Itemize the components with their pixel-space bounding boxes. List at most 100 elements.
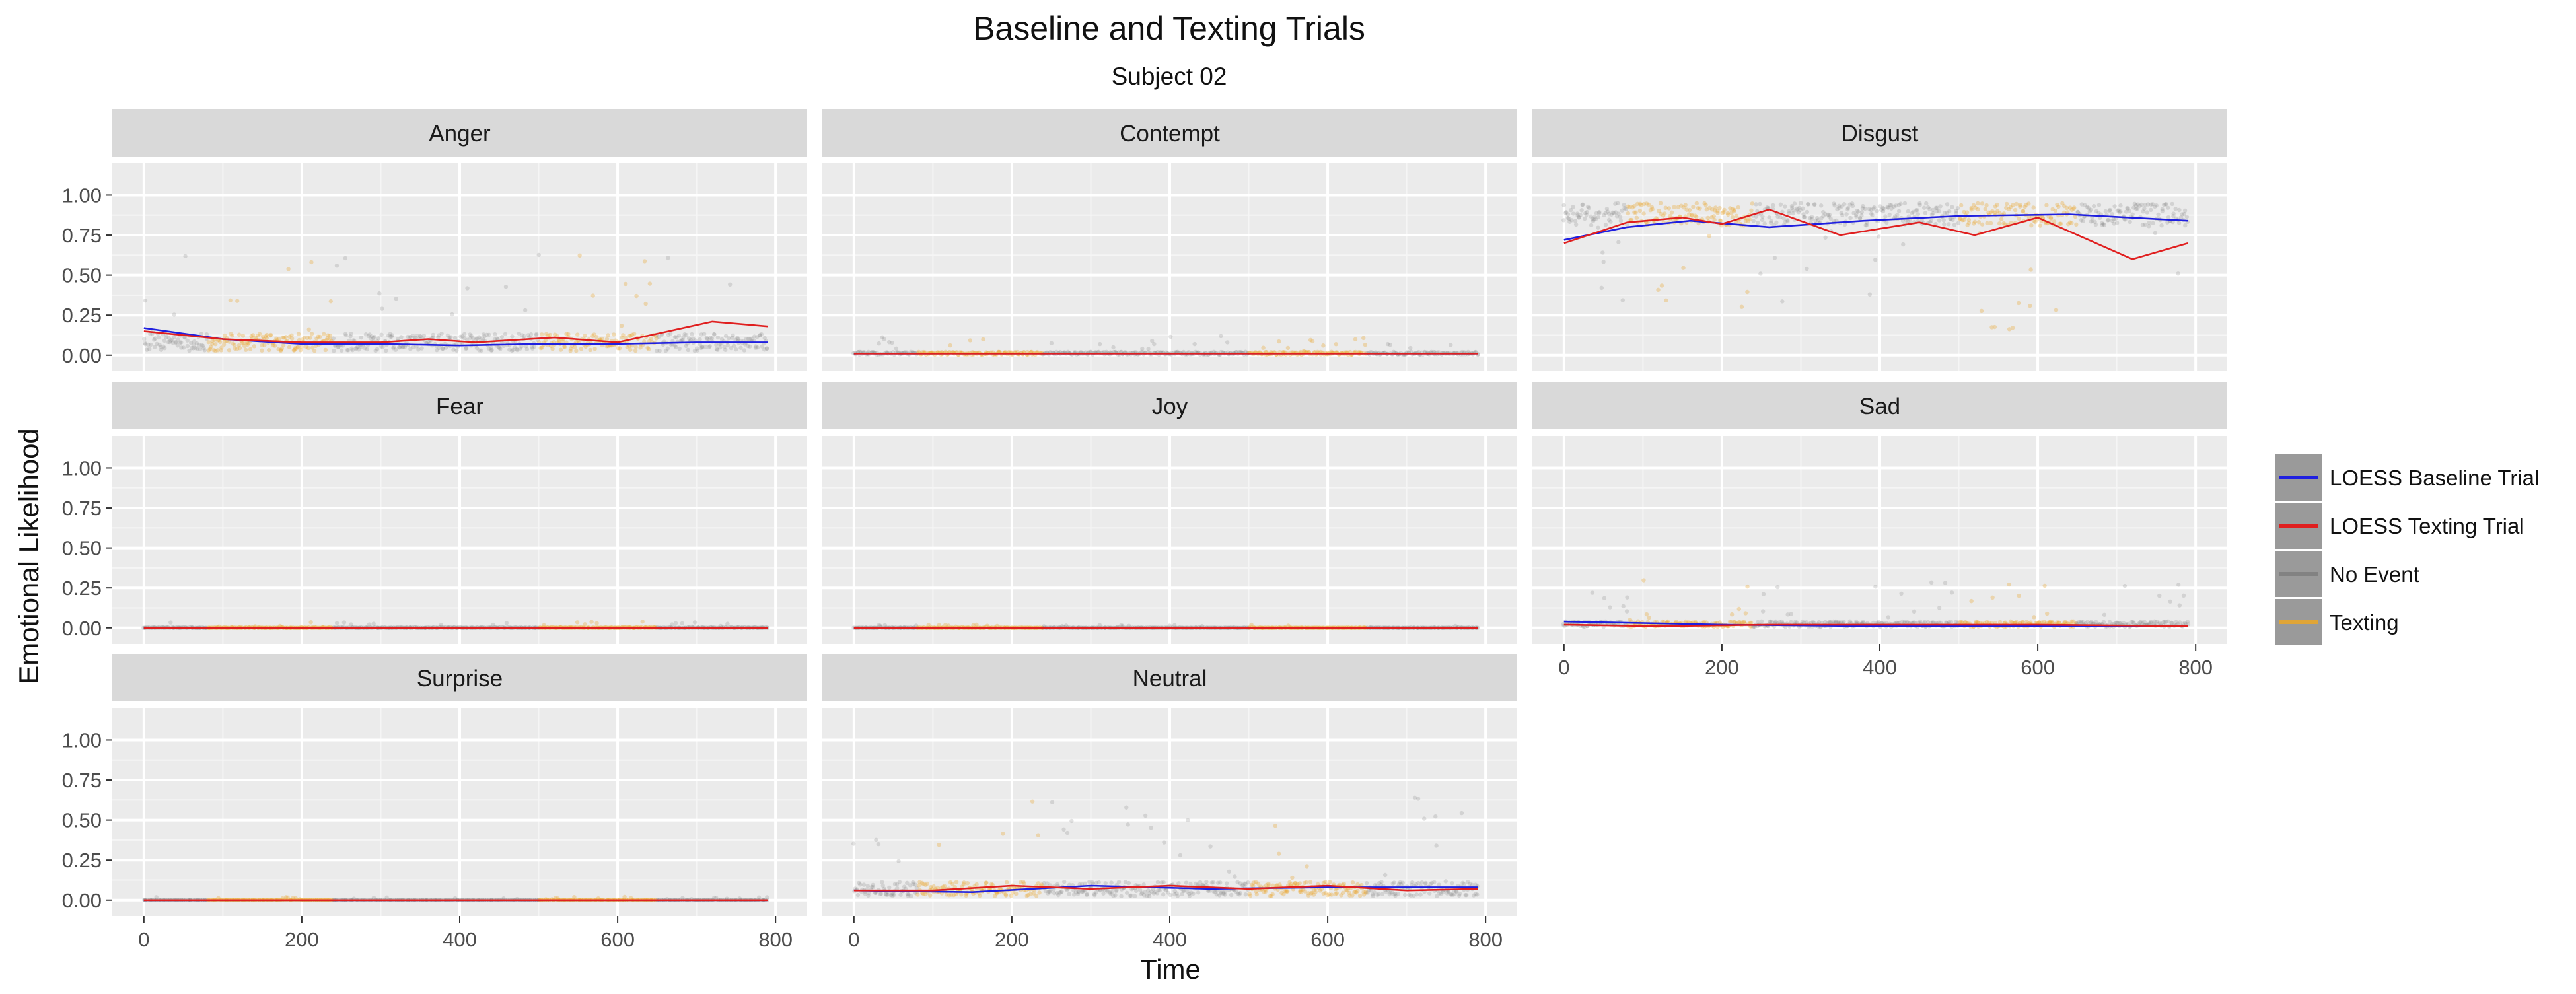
- data-point: [734, 347, 738, 351]
- data-point: [1789, 612, 1793, 616]
- data-point: [856, 893, 860, 897]
- data-point: [262, 343, 266, 347]
- panel-joy: Joy: [822, 382, 1517, 644]
- data-point: [2042, 584, 2046, 588]
- data-point: [273, 343, 277, 347]
- data-point: [1622, 604, 1626, 608]
- data-point: [591, 293, 595, 297]
- data-point: [2094, 223, 2098, 227]
- data-point: [1561, 203, 1565, 207]
- data-point: [1877, 234, 1880, 238]
- data-point: [1737, 607, 1741, 611]
- data-point: [1633, 211, 1637, 215]
- data-point: [1388, 343, 1392, 347]
- x-tick-label: 400: [443, 928, 477, 951]
- data-point: [1899, 592, 1903, 596]
- data-point: [1571, 205, 1575, 209]
- data-point: [307, 328, 311, 332]
- data-point: [1569, 218, 1573, 222]
- data-point: [1844, 212, 1848, 216]
- data-point: [1760, 218, 1764, 222]
- data-point: [1959, 203, 1963, 207]
- data-point: [562, 344, 566, 348]
- data-point: [702, 332, 706, 336]
- data-point: [1973, 220, 1977, 224]
- data-point: [1997, 221, 2001, 225]
- x-tick-label: 600: [600, 928, 635, 951]
- y-tick-label: 0.00: [62, 617, 102, 640]
- data-point: [726, 343, 730, 347]
- data-point: [1762, 592, 1766, 596]
- y-tick-label: 0.25: [62, 304, 102, 327]
- data-point: [1760, 620, 1764, 623]
- data-point: [464, 347, 468, 351]
- data-point: [1758, 202, 1762, 206]
- x-tick-label: 200: [1705, 656, 1739, 679]
- data-point: [559, 347, 563, 351]
- data-point: [1705, 216, 1709, 220]
- data-point: [1965, 210, 1969, 214]
- x-tick-label: 0: [138, 928, 149, 951]
- data-point: [1587, 206, 1591, 210]
- data-point: [1868, 293, 1872, 297]
- data-point: [2089, 208, 2093, 212]
- data-point: [1802, 215, 1806, 219]
- data-point: [1638, 209, 1642, 213]
- data-point: [2017, 594, 2021, 598]
- data-point: [657, 349, 661, 353]
- data-point: [540, 332, 544, 336]
- data-point: [1731, 215, 1735, 219]
- data-point: [1261, 345, 1265, 349]
- data-point: [1969, 599, 1973, 603]
- data-point: [2005, 202, 2009, 206]
- data-point: [142, 337, 146, 341]
- data-point: [230, 334, 234, 337]
- data-point: [1745, 290, 1749, 294]
- data-point: [2176, 271, 2180, 275]
- data-point: [454, 349, 458, 353]
- data-point: [898, 880, 902, 884]
- data-point: [203, 348, 207, 352]
- data-point: [1976, 201, 1980, 205]
- data-point: [2145, 210, 2149, 214]
- data-point: [2108, 209, 2112, 213]
- data-point: [1286, 346, 1290, 350]
- data-point: [1225, 340, 1229, 344]
- data-point: [2110, 212, 2114, 216]
- data-point: [1745, 585, 1749, 588]
- data-point: [237, 333, 241, 337]
- data-point: [329, 299, 333, 303]
- data-point: [1954, 211, 1958, 215]
- chart-title: Baseline and Texting Trials: [973, 10, 1365, 47]
- data-point: [1566, 212, 1570, 216]
- data-point: [966, 881, 970, 885]
- data-point: [1895, 213, 1899, 217]
- data-point: [422, 334, 426, 337]
- data-point: [1771, 203, 1775, 207]
- data-point: [1787, 211, 1791, 215]
- data-point: [1626, 211, 1630, 215]
- data-point: [954, 880, 958, 884]
- data-point: [439, 332, 443, 336]
- data-point: [2166, 205, 2170, 209]
- data-point: [1888, 213, 1892, 217]
- data-point: [1736, 205, 1740, 209]
- data-point: [568, 349, 572, 353]
- data-point: [1730, 612, 1734, 616]
- data-point: [890, 341, 894, 345]
- data-point: [1098, 342, 1102, 346]
- data-point: [1605, 207, 1609, 211]
- data-point: [728, 283, 732, 287]
- data-point: [2106, 218, 2110, 222]
- data-point: [684, 333, 688, 337]
- y-tick-label: 0.00: [62, 889, 102, 912]
- data-point: [1761, 609, 1765, 613]
- data-point: [2045, 612, 2049, 616]
- data-point: [1561, 218, 1565, 222]
- data-point: [2168, 600, 2172, 604]
- data-point: [1361, 336, 1365, 340]
- data-point: [1984, 207, 1987, 211]
- data-point: [634, 345, 638, 349]
- data-point: [1651, 207, 1655, 211]
- data-point: [1990, 596, 1994, 600]
